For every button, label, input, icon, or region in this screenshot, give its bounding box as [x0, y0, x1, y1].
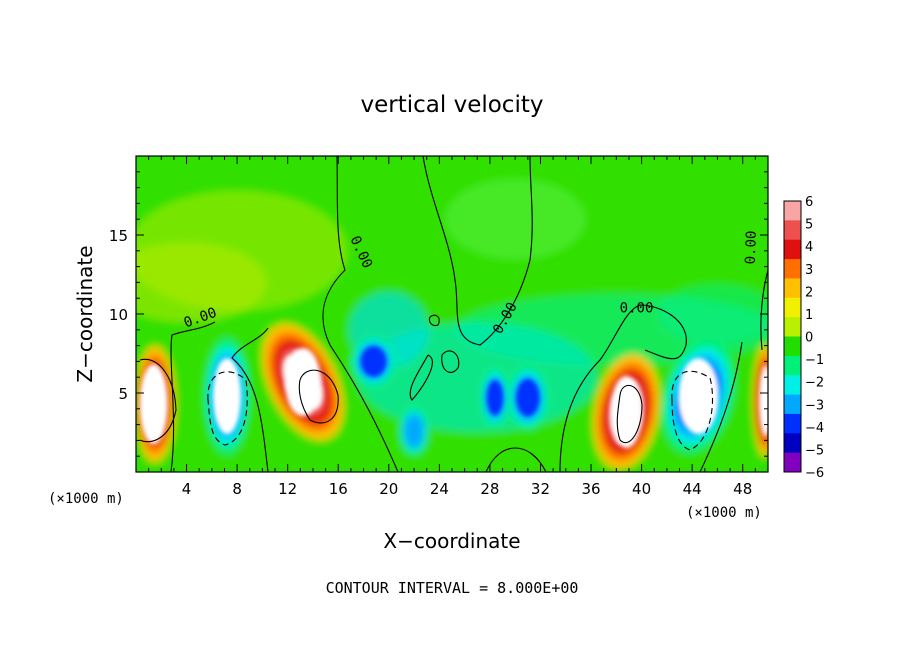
downdraft-layer [516, 379, 540, 417]
colorbar-label: 0 [805, 331, 813, 346]
colorbar-swatch [784, 394, 801, 415]
x-axis-label: X−coordinate [383, 529, 520, 553]
extreme-core [610, 375, 643, 448]
colorbar-swatch [784, 413, 801, 434]
y-tick-label: 5 [118, 385, 128, 403]
downdraft-layer [360, 346, 387, 377]
zero-contour [409, 354, 433, 401]
field-lobe [657, 284, 768, 344]
colorbar: 6 5 4 3 2 1 0 −1 −2 −3 −4 −5 −6 [783, 195, 824, 481]
colorbar-swatch [784, 259, 801, 279]
colorbar-label: 2 [805, 285, 813, 300]
contour-label: 0.00 [743, 230, 760, 264]
colorbar-label: 6 [805, 195, 813, 210]
zero-contour [441, 350, 460, 373]
colorbar-swatch [784, 433, 801, 454]
zero-contour [322, 156, 399, 472]
field-lobe [136, 242, 267, 323]
zero-contour [699, 341, 743, 472]
positive-contour [298, 369, 339, 424]
x-tick-label: 48 [733, 480, 752, 498]
negative-contour [671, 370, 714, 451]
x-tick-label: 36 [581, 480, 600, 498]
colorbar-swatch [784, 201, 801, 221]
chart-title: vertical velocity [361, 92, 544, 118]
x-unit-label-left: (×1000 m) [48, 491, 124, 507]
colorbar-label: 4 [805, 240, 813, 255]
colorbar-label: −2 [805, 376, 824, 391]
colorbar-label: −4 [805, 421, 824, 436]
x-tick-label: 20 [379, 480, 398, 498]
x-tick-label: 40 [632, 480, 651, 498]
colorbar-label: 3 [805, 263, 813, 278]
x-unit-label-right: (×1000 m) [686, 505, 762, 521]
positive-contour [139, 358, 177, 443]
colorbar-label: 5 [805, 218, 813, 233]
contour-interval-footer: CONTOUR INTERVAL = 8.000E+00 [326, 579, 579, 597]
colorbar-swatch [784, 297, 801, 318]
y-tick-label: 10 [109, 306, 128, 324]
zero-contour [231, 327, 269, 472]
zero-contour [422, 156, 533, 346]
colorbar-label: −5 [805, 443, 824, 458]
zero-contour [485, 447, 547, 472]
x-tick-label: 24 [430, 480, 449, 498]
field-lobe [445, 179, 586, 260]
x-tick-label: 4 [182, 480, 192, 498]
contour-label: 0.00 [620, 300, 654, 316]
extreme-core [678, 358, 719, 435]
colorbar-swatch [784, 355, 801, 376]
downdraft-layer [404, 413, 425, 449]
y-tick-label: 15 [109, 227, 128, 245]
y-axis-label: Z−coordinate [73, 245, 97, 382]
colorbar-swatch [784, 220, 801, 241]
extreme-core [759, 364, 768, 437]
downdraft-layer [486, 380, 504, 416]
positive-contour [616, 384, 643, 443]
zero-contour [428, 314, 440, 326]
colorbar-label: 1 [805, 308, 813, 323]
extreme-core [284, 347, 321, 416]
colorbar-label: −6 [805, 466, 824, 481]
colorbar-swatch [784, 375, 801, 396]
colorbar-swatch [784, 336, 801, 357]
negative-contour [207, 371, 248, 446]
x-tick-label: 12 [278, 480, 297, 498]
colorbar-swatch [784, 317, 801, 337]
colorbar-swatch [784, 239, 801, 260]
extreme-core [139, 364, 168, 445]
x-tick-label: 32 [531, 480, 550, 498]
colorbar-label: −1 [805, 353, 824, 368]
colorbar-frame [783, 200, 802, 473]
velocity-field [136, 156, 768, 472]
zero-contour [559, 304, 687, 472]
colorbar-label: −3 [805, 398, 824, 413]
x-tick-label: 8 [232, 480, 242, 498]
zero-contour [170, 321, 216, 472]
colorbar-swatch [784, 452, 801, 473]
extreme-core [213, 358, 242, 435]
x-tick-label: 44 [683, 480, 702, 498]
x-tick-label: 16 [329, 480, 348, 498]
colorbar-swatch [784, 278, 801, 299]
x-tick-label: 28 [480, 480, 499, 498]
